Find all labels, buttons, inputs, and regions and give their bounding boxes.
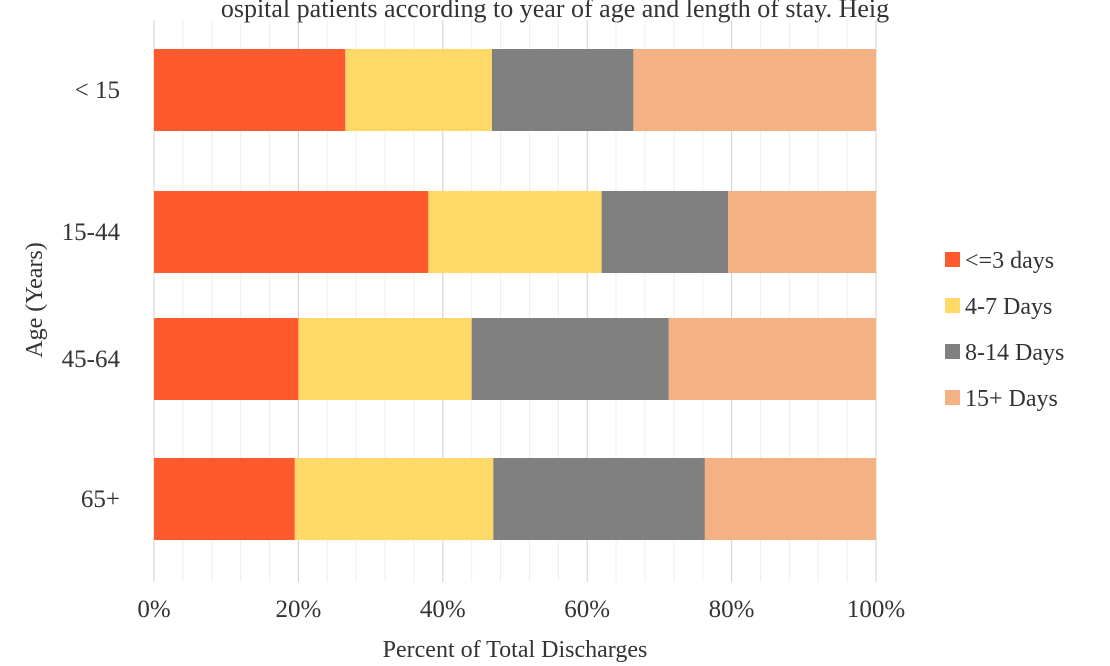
bar-segment (727, 191, 876, 273)
legend-swatch (945, 344, 960, 359)
bars (154, 49, 876, 540)
y-tick-label: 45-64 (62, 346, 121, 373)
top-cut-text: ospital patients according to year of ag… (221, 0, 889, 23)
bar-segment (601, 191, 728, 273)
y-tick-label: 65+ (81, 486, 120, 513)
legend-swatch (945, 298, 960, 313)
bar-segment (345, 49, 492, 131)
x-tick-label: 0% (137, 596, 170, 623)
x-axis-title: Percent of Total Discharges (383, 637, 648, 663)
x-tick-label: 60% (564, 596, 610, 623)
bar-segment (633, 49, 876, 131)
bar-segment (491, 49, 634, 131)
legend-swatch (945, 390, 960, 405)
legend-label: 15+ Days (965, 386, 1058, 412)
bar-segment (294, 458, 494, 540)
bar-segment (668, 318, 876, 400)
legend-label: <=3 days (965, 248, 1054, 274)
bar-segment (154, 458, 295, 540)
y-axis-title: Age (Years) (22, 242, 48, 358)
bar-segment (428, 191, 602, 273)
y-tick-label: < 15 (75, 77, 120, 104)
bar-segment (154, 49, 346, 131)
bar-segment (471, 318, 669, 400)
legend: <=3 days 4-7 Days 8-14 Days 15+ Days (945, 248, 1064, 412)
bar-segment (154, 191, 429, 273)
legend-swatch (945, 252, 960, 267)
legend-label: 8-14 Days (965, 340, 1064, 366)
x-tick-labels: 0% 20% 40% 60% 80% 100% (137, 596, 905, 623)
legend-label: 4-7 Days (965, 294, 1052, 320)
x-tick-label: 40% (420, 596, 466, 623)
bar-segment (298, 318, 472, 400)
y-tick-label: 15-44 (62, 219, 121, 246)
bar-segment (493, 458, 705, 540)
y-tick-labels: < 15 15-44 45-64 65+ (62, 77, 121, 513)
bar-segment (704, 458, 876, 540)
x-tick-label: 80% (709, 596, 755, 623)
x-tick-label: 20% (275, 596, 321, 623)
bar-segment (154, 318, 299, 400)
x-tick-label: 100% (847, 596, 905, 623)
